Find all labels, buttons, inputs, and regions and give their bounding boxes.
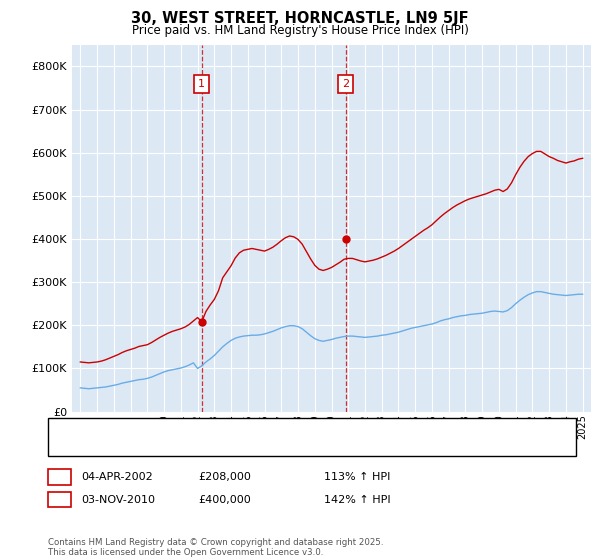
Text: 1: 1	[56, 472, 63, 482]
Text: 2: 2	[56, 494, 63, 505]
Text: HPI: Average price, detached house, East Lindsey: HPI: Average price, detached house, East…	[81, 441, 340, 451]
Text: 30, WEST STREET, HORNCASTLE, LN9 5JF: 30, WEST STREET, HORNCASTLE, LN9 5JF	[131, 11, 469, 26]
Text: £208,000: £208,000	[198, 472, 251, 482]
Text: 03-NOV-2010: 03-NOV-2010	[81, 494, 155, 505]
Text: 04-APR-2002: 04-APR-2002	[81, 472, 153, 482]
Text: Contains HM Land Registry data © Crown copyright and database right 2025.
This d: Contains HM Land Registry data © Crown c…	[48, 538, 383, 557]
Text: 2: 2	[342, 78, 349, 88]
Text: 1: 1	[198, 78, 205, 88]
Text: £400,000: £400,000	[198, 494, 251, 505]
Text: ——: ——	[55, 440, 80, 452]
Text: ——: ——	[55, 422, 80, 435]
Text: 142% ↑ HPI: 142% ↑ HPI	[324, 494, 391, 505]
Text: 113% ↑ HPI: 113% ↑ HPI	[324, 472, 391, 482]
Text: 30, WEST STREET, HORNCASTLE, LN9 5JF (detached house): 30, WEST STREET, HORNCASTLE, LN9 5JF (de…	[81, 423, 391, 433]
Text: Price paid vs. HM Land Registry's House Price Index (HPI): Price paid vs. HM Land Registry's House …	[131, 24, 469, 37]
